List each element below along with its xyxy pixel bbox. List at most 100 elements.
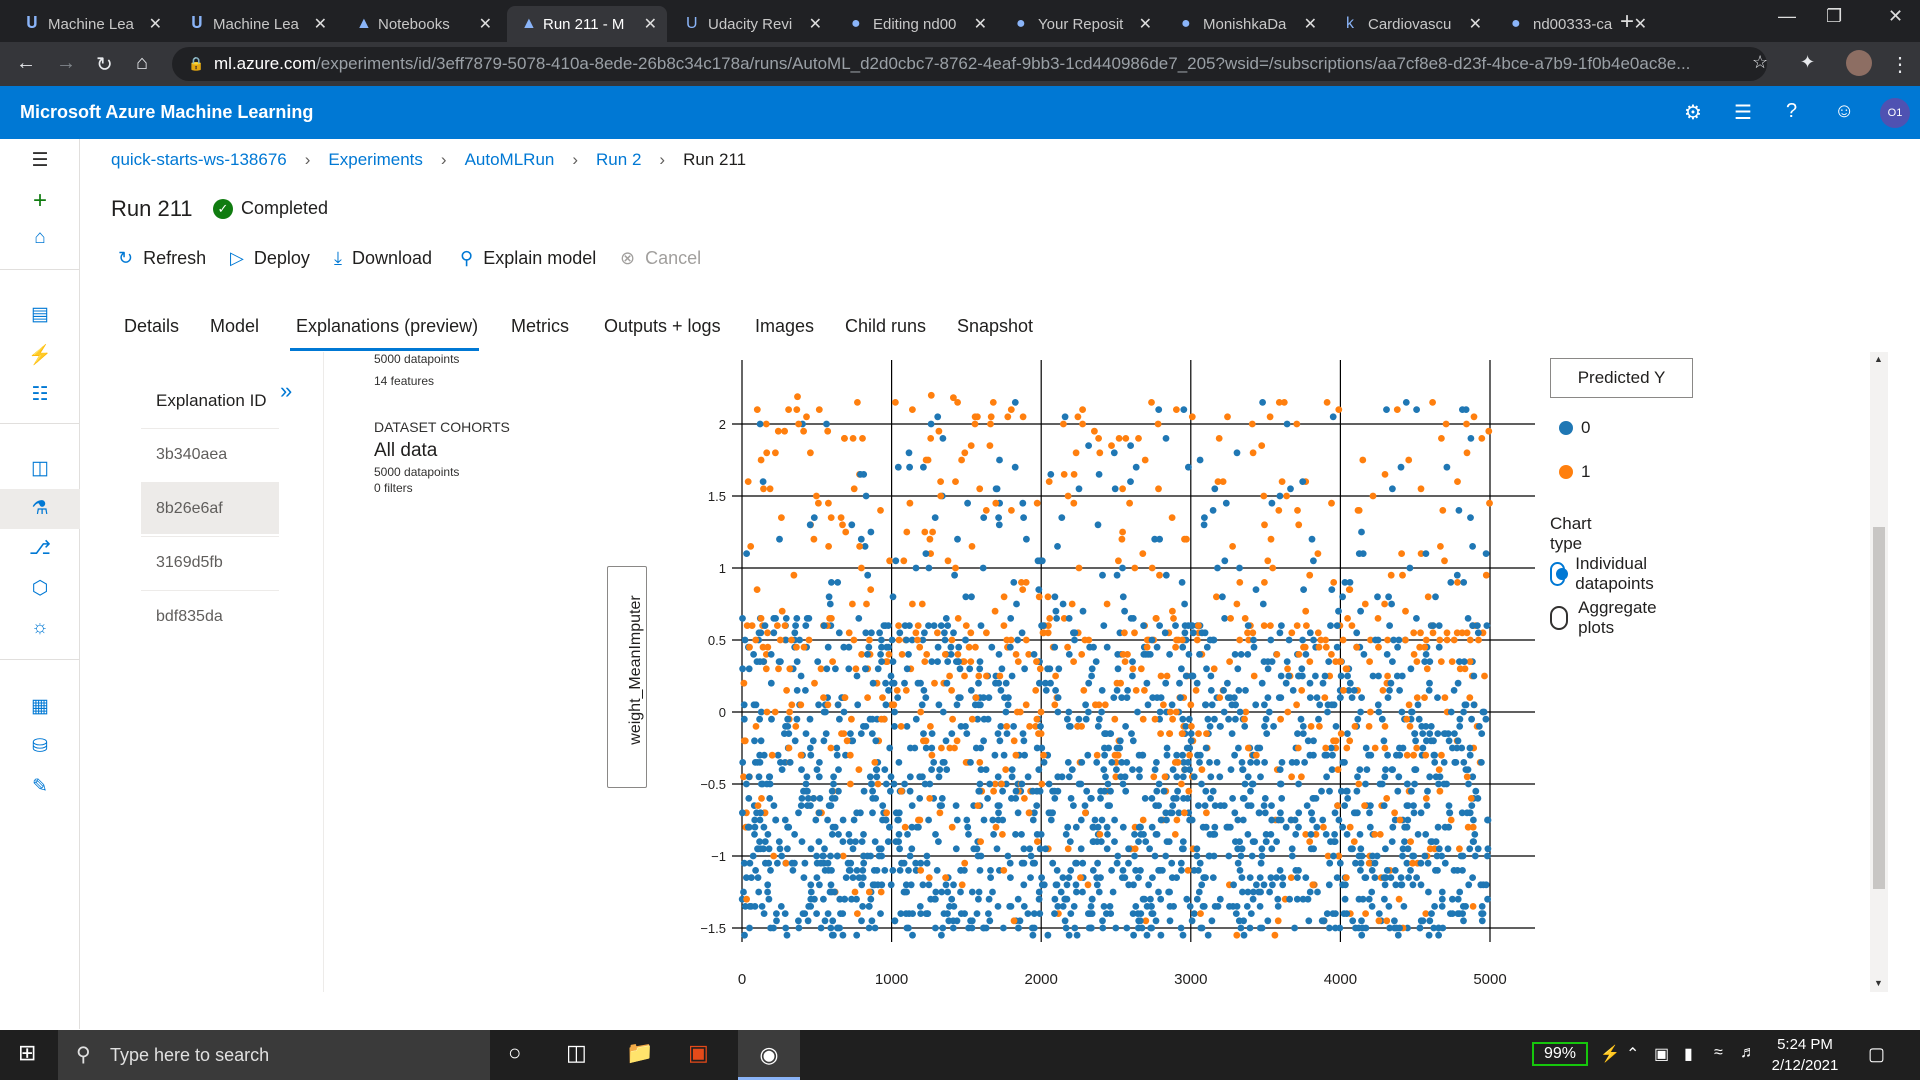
vertical-scrollbar[interactable]: ▲ ▼ <box>1870 352 1888 992</box>
browser-menu-icon[interactable]: ⋮ <box>1890 54 1910 76</box>
explain-model-button[interactable]: ⚲ Explain model <box>460 248 596 269</box>
close-window-button[interactable]: ✕ <box>1888 6 1904 26</box>
scroll-up-icon[interactable]: ▲ <box>1874 354 1883 364</box>
breadcrumb-experiment[interactable]: AutoMLRun <box>464 150 555 169</box>
close-tab-icon[interactable]: ✕ <box>313 16 327 33</box>
reload-icon[interactable]: ↻ <box>96 54 113 76</box>
close-tab-icon[interactable]: ✕ <box>148 16 162 33</box>
forward-arrow-icon[interactable]: → <box>56 52 76 74</box>
scrollbar-thumb[interactable] <box>1873 527 1885 889</box>
browser-tab[interactable]: ▲ Run 211 - M ✕ <box>507 6 667 42</box>
close-tab-icon[interactable]: ✕ <box>643 16 657 33</box>
home-icon[interactable]: ⌂ <box>34 227 46 248</box>
refresh-button[interactable]: ↻ Refresh <box>118 248 206 269</box>
breadcrumb-workspace[interactable]: quick-starts-ws-138676 <box>111 150 287 169</box>
download-button[interactable]: ⤓ Download <box>334 248 432 269</box>
address-bar[interactable]: 🔒 ml.azure.com/experiments/id/3eff7879-5… <box>172 47 1767 81</box>
back-arrow-icon[interactable]: ← <box>16 52 36 74</box>
endpoints-icon[interactable]: ☼ <box>31 617 49 638</box>
browser-tab[interactable]: ● Your Reposit ✕ <box>1002 6 1162 42</box>
hamburger-menu-icon[interactable]: ☰ <box>31 150 49 171</box>
tab-outputs-logs[interactable]: Outputs + logs <box>604 316 721 336</box>
notes-icon[interactable]: ☰ <box>1734 102 1752 124</box>
browser-tab[interactable]: 𝐔 Machine Lea ✕ <box>177 6 337 42</box>
list-item[interactable]: 3169d5fb <box>141 536 279 588</box>
data-labeling-icon[interactable]: ✎ <box>32 776 48 797</box>
close-tab-icon[interactable]: ✕ <box>973 16 987 33</box>
breadcrumb-experiments[interactable]: Experiments <box>328 150 423 169</box>
list-item[interactable]: bdf835da <box>141 590 279 642</box>
deploy-button[interactable]: ▷ Deploy <box>230 248 310 269</box>
bookmark-star-icon[interactable]: ☆ <box>1752 52 1769 72</box>
browser-tab[interactable]: k Cardiovascu ✕ <box>1332 6 1492 42</box>
pipelines-icon[interactable]: ⎇ <box>29 538 51 559</box>
create-new-icon[interactable]: + <box>32 187 47 214</box>
user-avatar[interactable]: O1 <box>1880 98 1910 128</box>
browser-tab[interactable]: ▲ Notebooks ✕ <box>342 6 502 42</box>
tab-snapshot[interactable]: Snapshot <box>957 316 1034 336</box>
close-tab-icon[interactable]: ✕ <box>1303 16 1317 33</box>
tab-details[interactable]: Details <box>124 316 180 336</box>
list-item[interactable]: 3b340aea <box>141 428 279 480</box>
datasets-icon[interactable]: ◫ <box>31 458 49 479</box>
file-explorer-icon[interactable]: 📁 <box>626 1040 654 1065</box>
datastores-icon[interactable]: ⛁ <box>32 736 48 757</box>
browser-tab[interactable]: ● MonishkaDa ✕ <box>1167 6 1327 42</box>
breadcrumb-parent-run[interactable]: Run 2 <box>596 150 642 169</box>
app-title[interactable]: Microsoft Azure Machine Learning <box>20 102 314 122</box>
restore-button[interactable]: ❐ <box>1826 6 1843 26</box>
feedback-smiley-icon[interactable]: ☺ <box>1834 100 1855 122</box>
legend-item-1[interactable]: 1 <box>1559 462 1590 482</box>
browser-tab[interactable]: U Udacity Revi ✕ <box>672 6 832 42</box>
close-tab-icon[interactable]: ✕ <box>478 16 492 33</box>
compute-icon[interactable]: ▦ <box>31 696 49 717</box>
tab-metrics[interactable]: Metrics <box>511 316 569 336</box>
help-icon[interactable]: ? <box>1786 100 1798 122</box>
notifications-icon[interactable]: ▢ <box>1868 1044 1886 1064</box>
battery-indicator[interactable]: 99% <box>1532 1042 1588 1066</box>
scroll-down-icon[interactable]: ▼ <box>1874 978 1883 988</box>
task-view-icon[interactable]: ◫ <box>566 1040 587 1065</box>
expand-chevron-icon[interactable]: » <box>280 378 293 403</box>
browser-tab[interactable]: ● Editing nd00 ✕ <box>837 6 997 42</box>
taskbar-search[interactable]: ⚲ Type here to search <box>58 1030 490 1080</box>
experiments-icon[interactable]: ⚗ <box>0 489 80 529</box>
color-by-button[interactable]: Predicted Y <box>1550 358 1693 398</box>
chrome-taskbar-icon[interactable]: ◉ <box>738 1030 800 1080</box>
y-axis-selector[interactable]: weight_MeanImputer <box>607 566 647 788</box>
extensions-icon[interactable]: ✦ <box>1800 52 1816 72</box>
list-item[interactable]: 8b26e6af <box>141 482 279 534</box>
battery-icon[interactable]: ▮ <box>1684 1046 1693 1063</box>
browser-tab[interactable]: ● nd00333-ca ✕ <box>1497 6 1657 42</box>
power-plug-icon[interactable]: ⚡ <box>1600 1046 1620 1063</box>
notebooks-icon[interactable]: ▤ <box>31 304 49 325</box>
cortana-icon[interactable]: ○ <box>508 1040 522 1065</box>
profile-avatar[interactable] <box>1846 50 1872 76</box>
home-icon[interactable]: ⌂ <box>136 52 149 74</box>
minimize-button[interactable]: — <box>1778 6 1796 26</box>
office-icon[interactable]: ▣ <box>688 1040 709 1065</box>
tab-child-runs[interactable]: Child runs <box>845 316 927 336</box>
tab-images[interactable]: Images <box>755 316 815 336</box>
automl-icon[interactable]: ⚡ <box>28 345 52 366</box>
camera-icon[interactable]: ▣ <box>1654 1046 1670 1063</box>
tab-model[interactable]: Model <box>210 316 260 336</box>
browser-tab[interactable]: 𝐔 Machine Lea ✕ <box>12 6 172 42</box>
models-icon[interactable]: ⬡ <box>31 578 49 599</box>
windows-start-icon[interactable]: ⊞ <box>18 1040 37 1065</box>
close-tab-icon[interactable]: ✕ <box>1633 16 1647 33</box>
new-tab-button[interactable]: + <box>1620 8 1635 35</box>
settings-gear-icon[interactable]: ⚙ <box>1684 102 1702 124</box>
legend-item-0[interactable]: 0 <box>1559 418 1590 438</box>
show-hidden-icons[interactable]: ⌃ <box>1626 1046 1640 1063</box>
close-tab-icon[interactable]: ✕ <box>1468 16 1482 33</box>
tab-explanations[interactable]: Explanations (preview) <box>296 316 479 336</box>
radio-individual-datapoints[interactable]: Individual datapoints <box>1550 554 1662 594</box>
designer-icon[interactable]: ☷ <box>31 384 49 405</box>
volume-icon[interactable]: ♬ <box>1740 1044 1756 1061</box>
close-tab-icon[interactable]: ✕ <box>1138 16 1152 33</box>
cancel-button[interactable]: ⊗ Cancel <box>620 248 701 269</box>
taskbar-clock[interactable]: 5:24 PM 2/12/2021 <box>1760 1034 1850 1076</box>
close-tab-icon[interactable]: ✕ <box>808 16 822 33</box>
radio-aggregate-plots[interactable]: Aggregate plots <box>1550 598 1662 638</box>
